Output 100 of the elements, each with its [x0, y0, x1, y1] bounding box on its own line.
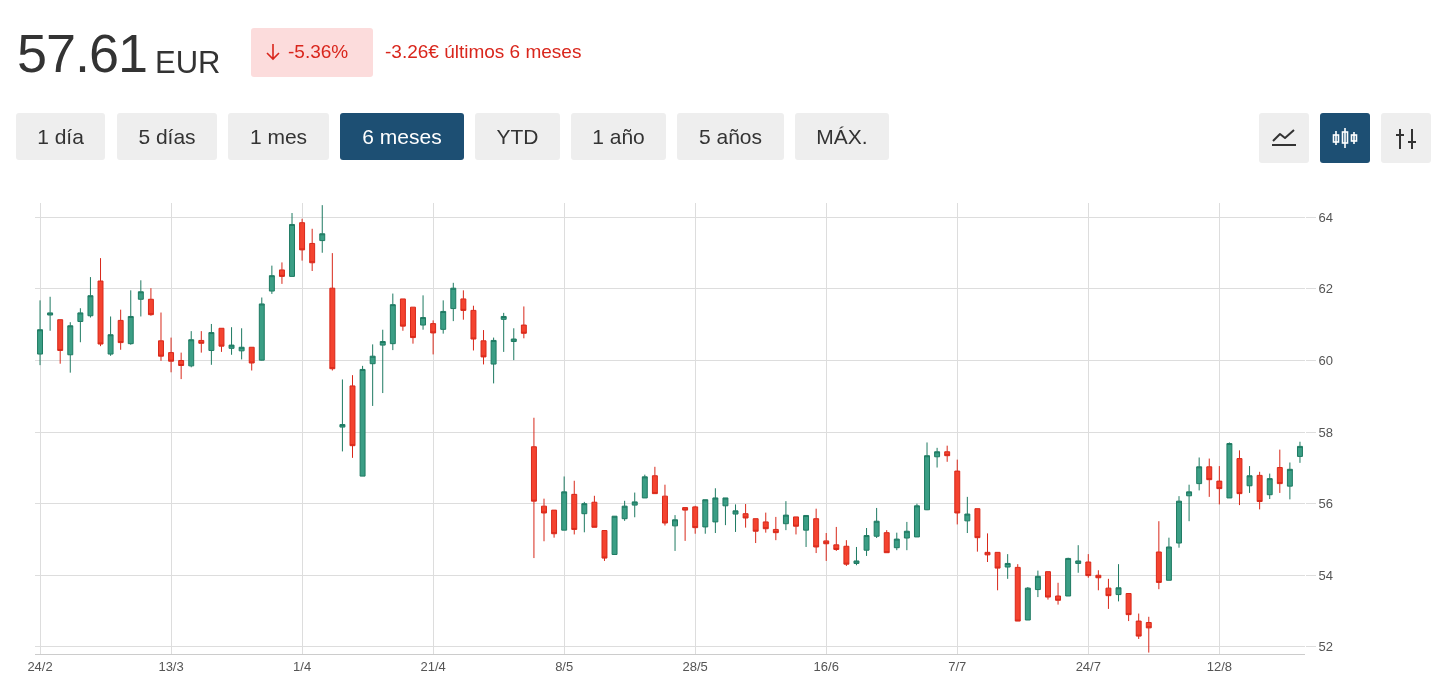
candlestick: [611, 515, 618, 555]
candlestick: [903, 521, 910, 551]
candlestick: [399, 298, 406, 332]
candlestick: [198, 330, 205, 354]
candlestick: [551, 509, 558, 539]
candlestick: [1034, 570, 1041, 598]
candlestick: [1145, 616, 1152, 654]
candlestick: [1236, 449, 1243, 506]
candlestick: [87, 276, 94, 319]
candlestick: [1246, 465, 1253, 494]
x-tick-label: 21/4: [420, 658, 446, 674]
candlestick: [641, 474, 648, 499]
candlestick: [601, 530, 608, 562]
candlestick: [218, 327, 225, 353]
x-tick-label: 7/7: [948, 658, 967, 674]
candlestick: [1075, 544, 1082, 574]
y-tick-label: 62: [1318, 281, 1334, 297]
candlestick: [107, 315, 114, 357]
candlestick: [823, 532, 830, 562]
candlestick: [480, 329, 487, 365]
candlestick: [661, 484, 668, 526]
text: 1 día: [16, 113, 105, 160]
x-tick-label: 28/5: [682, 658, 708, 674]
text: MÁX.: [795, 113, 889, 160]
y-tick-label: 60: [1318, 353, 1334, 369]
candlestick: [299, 218, 306, 262]
candlestick: [309, 228, 316, 272]
candlestick: [1286, 462, 1293, 500]
candlestick: [158, 312, 164, 362]
candlestick: [863, 527, 870, 557]
candlestick: [168, 337, 175, 373]
x-tick-label: 13/3: [158, 658, 184, 674]
candlestick: [994, 551, 1001, 591]
candlestick: [1125, 593, 1132, 622]
candlestick: [702, 499, 709, 535]
y-tick-label: 56: [1318, 496, 1334, 512]
candlestick: [389, 293, 396, 351]
x-tick-label: 16/6: [813, 658, 839, 674]
candlestick: [1105, 578, 1112, 610]
candlestick: [57, 319, 64, 365]
x-tick-label: 1/4: [293, 658, 312, 674]
candlestick: [712, 487, 719, 534]
candlestick: [77, 307, 84, 343]
candlestick: [803, 514, 810, 548]
candlestick: [581, 501, 588, 533]
candlestick: [137, 279, 144, 317]
candlestick: [621, 500, 628, 522]
text: -3.26€ últimos 6 meses: [385, 41, 582, 63]
candlestick: [1196, 456, 1203, 491]
candlestick: [339, 378, 346, 452]
candlestick: [1296, 441, 1303, 464]
candlestick: [278, 261, 285, 285]
candlestick: [762, 512, 769, 534]
candlestick: [1206, 458, 1213, 498]
candlestick: [490, 337, 497, 384]
candlestick: [258, 297, 265, 361]
candlestick: [1135, 613, 1142, 640]
candlestick: [893, 532, 900, 551]
candlestick: [1216, 465, 1223, 505]
candlestick: [47, 296, 54, 332]
text: 5 días: [117, 113, 217, 160]
candlestick: [1004, 553, 1011, 580]
candlestick: [349, 374, 356, 459]
candlestick: [178, 352, 185, 380]
candlestick: [631, 492, 638, 518]
candlestick: [1165, 537, 1172, 581]
text: 57.61: [17, 22, 148, 84]
candlestick: [1024, 586, 1031, 621]
candlestick: [1055, 582, 1062, 606]
candlestick: [924, 441, 930, 511]
candlestick: [248, 346, 255, 372]
candlestick: [571, 480, 578, 535]
candlestick: [853, 546, 860, 566]
candlestick: [97, 257, 104, 347]
text: 6 meses: [340, 113, 464, 160]
candlestick: [329, 252, 336, 372]
candlestick: [1085, 553, 1092, 579]
x-tick-label: 24/2: [27, 658, 53, 674]
candlestick: [268, 265, 275, 295]
text: EUR: [155, 45, 221, 81]
y-tick-label: 58: [1318, 424, 1334, 440]
candlestick: [541, 498, 547, 542]
candlestick: [974, 508, 981, 553]
candlestick: [984, 532, 991, 563]
candlestick: [692, 505, 699, 535]
candlestick: [732, 503, 739, 533]
text: 5 años: [677, 113, 784, 160]
candlestick: [410, 306, 416, 345]
candlestick: [1095, 569, 1102, 591]
candlestick: [379, 329, 386, 394]
x-tick-label: 24/7: [1075, 658, 1101, 674]
candlestick: [883, 529, 890, 554]
candlestick: [913, 503, 920, 538]
candlestick: [440, 299, 447, 335]
candlestick: [208, 323, 215, 366]
candlestick: [430, 319, 437, 355]
candlestick: [1186, 484, 1193, 522]
candlestick: [37, 299, 44, 366]
candlestick: [1276, 449, 1283, 494]
candlestick: [319, 204, 326, 254]
